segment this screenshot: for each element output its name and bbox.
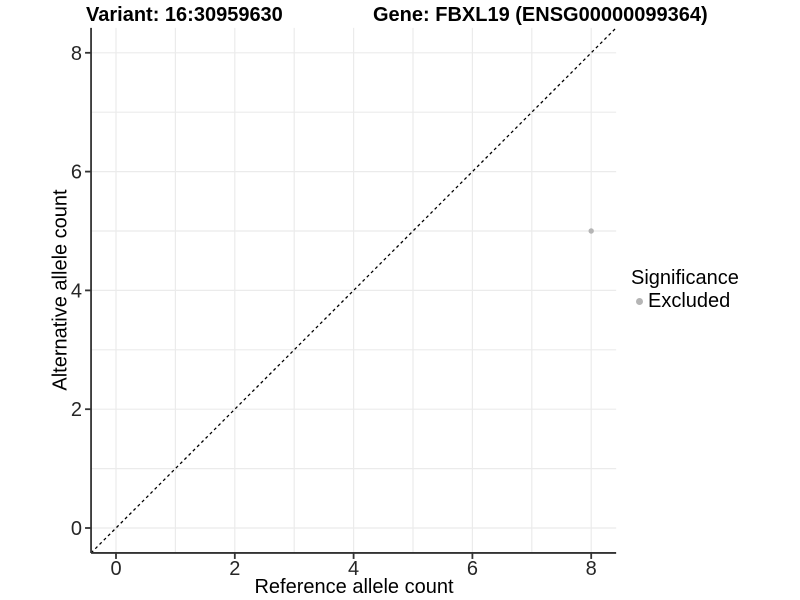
legend-title: Significance — [631, 267, 739, 289]
y-axis-tick-label: 6 — [71, 162, 82, 184]
y-axis-title: Alternative allele count — [49, 189, 72, 391]
plot-title-variant: Variant: 16:30959630 — [86, 4, 283, 26]
legend-item-excluded: Excluded — [631, 290, 739, 312]
y-axis-tick-label: 4 — [71, 280, 82, 302]
plot-title-gene: Gene: FBXL19 (ENSG00000099364) — [373, 4, 708, 26]
x-axis-tick-label: 8 — [586, 558, 597, 580]
legend-item-label: Excluded — [648, 290, 731, 312]
legend-point-icon — [636, 297, 643, 305]
y-axis-tick-label: 0 — [71, 518, 82, 540]
x-axis-title: Reference allele count — [254, 576, 454, 598]
x-axis-tick-label: 6 — [467, 558, 478, 580]
x-axis-tick-label: 2 — [229, 558, 240, 580]
legend: Significance Excluded — [631, 267, 739, 313]
data-point — [588, 228, 594, 234]
x-axis-tick-label: 0 — [110, 558, 121, 580]
y-axis-tick-label: 2 — [71, 399, 82, 421]
identity-line — [90, 27, 617, 554]
x-axis-tick-label: 4 — [348, 558, 359, 580]
y-axis-tick-label: 8 — [71, 43, 82, 65]
